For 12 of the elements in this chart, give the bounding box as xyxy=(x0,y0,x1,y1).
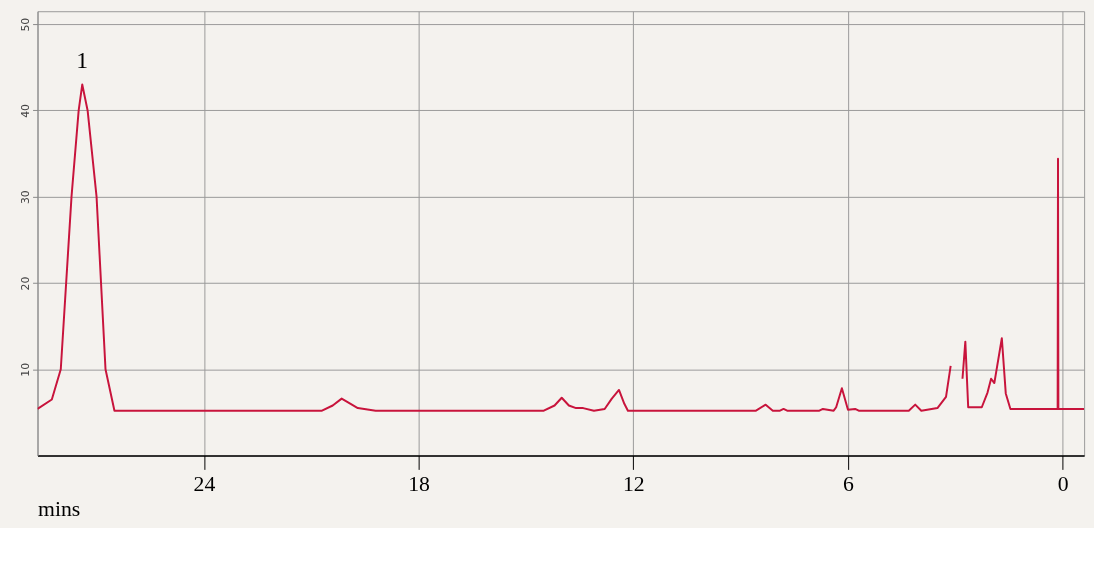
y-tick-label: 20 xyxy=(19,276,33,291)
x-tick-label: 18 xyxy=(408,471,431,496)
y-tick-label: 50 xyxy=(19,17,33,32)
y-tick-label: 30 xyxy=(19,190,33,205)
annotation: 1 xyxy=(76,46,89,73)
y-tick-label: 40 xyxy=(19,103,33,118)
y-tick-label: 10 xyxy=(19,362,33,377)
x-tick-label: 24 xyxy=(193,471,216,496)
x-tick-label: 6 xyxy=(843,471,855,496)
x-tick-label: 0 xyxy=(1057,471,1069,496)
x-tick-label: 12 xyxy=(622,471,645,496)
x-axis-title: mins xyxy=(38,497,81,522)
